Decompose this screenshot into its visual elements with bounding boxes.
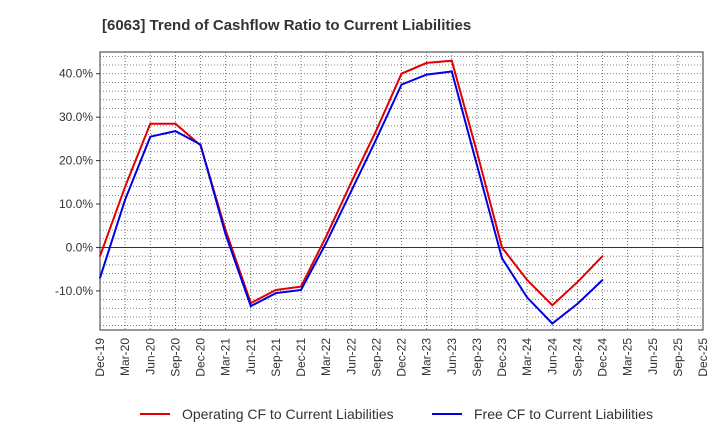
- series-point-2: [249, 305, 252, 308]
- series-point-1: [526, 279, 529, 281]
- x-tick-label: Sep-25: [671, 338, 685, 377]
- series-point-1: [325, 235, 328, 238]
- x-tick-label: Dec-25: [696, 338, 710, 377]
- series-point-1: [425, 61, 428, 64]
- series-point-1: [174, 122, 177, 125]
- y-tick-label: -10.0%: [55, 284, 93, 298]
- chart-title: [6063] Trend of Cashflow Ratio to Curren…: [102, 17, 471, 34]
- series-point-2: [601, 279, 604, 281]
- series-point-2: [274, 292, 277, 294]
- legend-label-2: Free CF to Current Liabilities: [474, 406, 653, 422]
- series-point-2: [501, 257, 503, 260]
- series-point-1: [274, 289, 277, 291]
- series-point-2: [375, 137, 378, 140]
- series-point-2: [224, 233, 227, 236]
- x-tick-label: Jun-25: [646, 338, 660, 375]
- x-tick-label: Mar-20: [118, 338, 132, 376]
- series-point-2: [149, 135, 152, 138]
- series-point-1: [601, 255, 604, 258]
- x-tick-label: Jun-24: [545, 338, 559, 375]
- series-point-2: [199, 143, 202, 146]
- x-tick-label: Mar-25: [621, 338, 635, 376]
- series-point-2: [300, 289, 302, 291]
- x-tick-label: Sep-23: [470, 338, 484, 377]
- series-point-1: [400, 72, 403, 75]
- series-point-1: [350, 181, 353, 184]
- x-tick-label: Dec-19: [93, 338, 107, 377]
- x-tick-label: Jun-22: [344, 338, 358, 375]
- legend: Operating CF to Current Liabilities Free …: [140, 406, 653, 422]
- series-point-1: [124, 185, 127, 188]
- series-point-1: [375, 129, 378, 132]
- series-point-1: [300, 285, 302, 288]
- series-point-1: [576, 281, 579, 284]
- legend-label-1: Operating CF to Current Liabilities: [182, 406, 394, 422]
- x-tick-label: Mar-23: [420, 338, 434, 376]
- x-tick-label: Mar-22: [319, 338, 333, 376]
- series-point-1: [149, 122, 152, 125]
- x-tick-label: Sep-20: [168, 338, 182, 377]
- series-point-2: [551, 322, 554, 325]
- series-point-2: [526, 296, 529, 299]
- series-point-2: [576, 303, 579, 305]
- series-point-1: [551, 304, 554, 307]
- series-point-2: [325, 242, 328, 245]
- x-tick-label: Dec-20: [194, 338, 208, 377]
- x-tick-label: Dec-21: [294, 338, 308, 377]
- x-tick-label: Dec-24: [596, 338, 610, 377]
- series-point-1: [475, 151, 478, 153]
- x-tick-label: Jun-23: [445, 338, 459, 375]
- x-tick-label: Sep-22: [369, 338, 383, 377]
- y-tick-label: 0.0%: [66, 240, 94, 254]
- series-point-2: [450, 70, 453, 73]
- x-tick-label: Jun-21: [244, 338, 258, 375]
- x-tick-label: Sep-21: [269, 338, 283, 377]
- series-point-2: [124, 198, 127, 201]
- series-point-1: [450, 59, 453, 62]
- series-point-2: [99, 276, 101, 279]
- y-tick-label: 10.0%: [59, 197, 93, 211]
- series-point-2: [350, 190, 353, 192]
- x-tick-label: Dec-22: [395, 338, 409, 377]
- y-tick-label: 20.0%: [59, 154, 93, 168]
- series-point-1: [99, 255, 101, 258]
- x-tick-label: Jun-20: [143, 338, 157, 375]
- series-point-2: [475, 164, 478, 166]
- plot-area: -10.0% 0.0% 10.0% 20.0% 30.0% 40.0% Dec-19 Mar-…: [55, 51, 710, 377]
- series-point-1: [501, 246, 503, 249]
- y-tick-label: 40.0%: [59, 67, 93, 81]
- x-tick-label: Mar-21: [219, 338, 233, 376]
- x-tick-label: Mar-24: [520, 338, 534, 376]
- series-point-2: [425, 73, 428, 76]
- series-point-2: [174, 130, 177, 132]
- series-point-2: [400, 83, 403, 86]
- y-tick-label: 30.0%: [59, 110, 93, 124]
- x-tick-label: Sep-24: [570, 338, 584, 377]
- x-tick-label: Dec-23: [495, 338, 509, 377]
